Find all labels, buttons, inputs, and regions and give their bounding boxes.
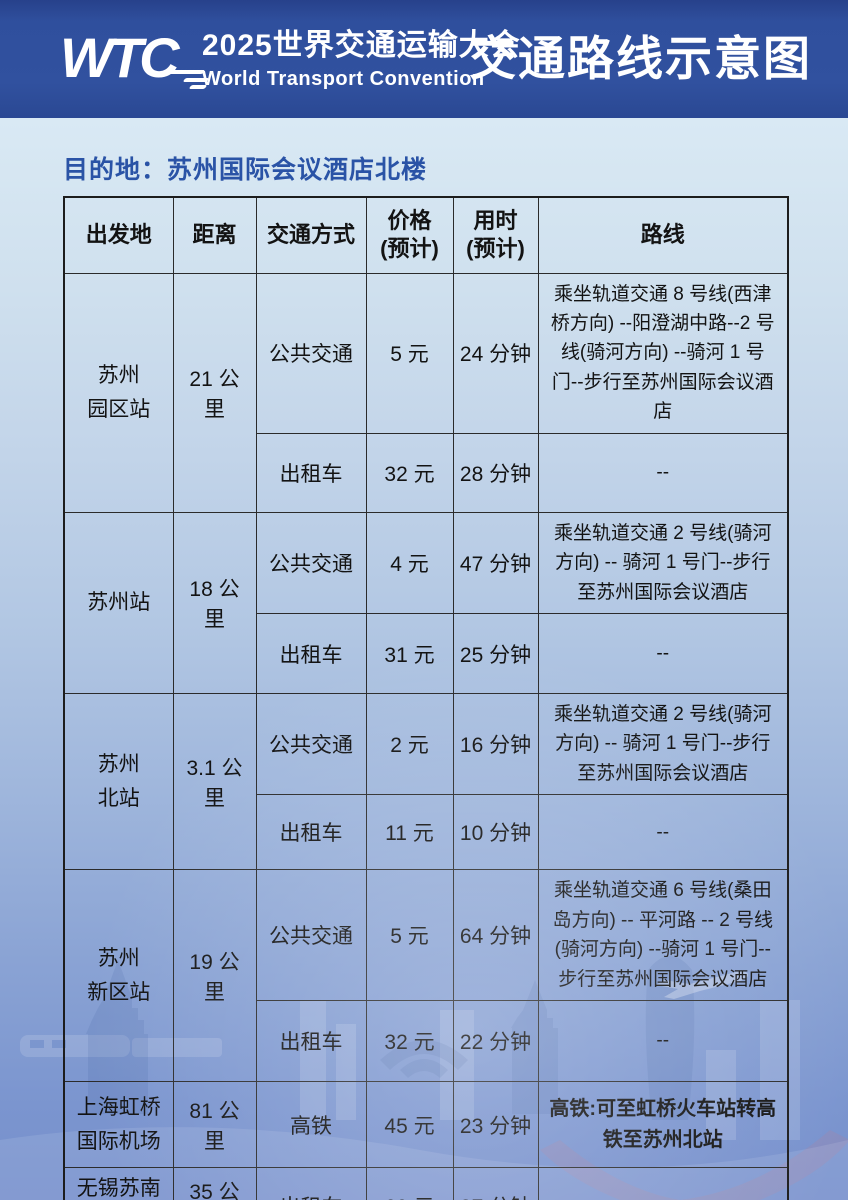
price-cell: 32 元 (365, 1000, 454, 1083)
table-row: 苏州 新区站 19 公里 公共交通 5 元 64 分钟 乘坐轨道交通 6 号线(… (63, 869, 789, 1083)
transport-route-table: 出发地 距离 交通方式 价格 (预计) 用时 (预计) 路线 苏州 园区站 21… (63, 196, 789, 1200)
table-row: 苏州 园区站 21 公里 公共交通 5 元 24 分钟 乘坐轨道交通 8 号线(… (63, 272, 789, 513)
distance-cell: 3.1 公里 (172, 692, 257, 871)
time-cell: 16 分钟 (452, 692, 539, 796)
distance-cell: 35 公里 (172, 1167, 257, 1200)
time-cell: 28 分钟 (452, 432, 539, 513)
price-cell: 4 元 (365, 511, 454, 615)
route-cell: 乘坐轨道交通 2 号线(骑河方向) -- 骑河 1 号门--步行至苏州国际会议酒… (537, 692, 789, 796)
station-cell: 苏州 新区站 (63, 869, 174, 1083)
destination-label: 目的地：苏州国际会议酒店北楼 (63, 156, 428, 184)
station-cell: 无锡苏南 硕放机场 (63, 1167, 174, 1200)
route-cell: -- (537, 432, 789, 513)
col-header-route: 路线 (537, 196, 789, 274)
method-cell: 公共交通 (255, 511, 367, 615)
table-row: 出租车 11 元 10 分钟 -- (64, 794, 789, 871)
route-cell: 乘坐轨道交通 8 号线(西津桥方向) --阳澄湖中路--2 号线(骑河方向) -… (537, 272, 789, 434)
convention-title-chinese: 2025世界交通运输大会 (202, 29, 521, 62)
price-cell: 31 元 (365, 613, 454, 694)
col-header-price: 价格 (预计) (365, 196, 454, 274)
method-cell: 公共交通 (255, 869, 367, 1002)
route-cell: 高铁:可至虹桥火车站转高铁至苏州北站 (537, 1081, 789, 1169)
logo-swoosh-line (168, 70, 206, 74)
method-cell: 高铁 (255, 1081, 367, 1169)
method-cell: 出租车 (255, 794, 367, 871)
price-cell: 11 元 (365, 794, 454, 871)
route-cell: -- (537, 613, 789, 694)
wtc-logo: WTC (60, 26, 210, 92)
convention-title-block: 2025世界交通运输大会 World Transport Convention (202, 28, 521, 92)
time-cell: 64 分钟 (452, 869, 539, 1002)
convention-title-english: World Transport Convention (202, 68, 485, 90)
time-cell: 47 分钟 (452, 511, 539, 615)
time-cell: 10 分钟 (452, 794, 539, 871)
table-row: 苏州站 18 公里 公共交通 4 元 47 分钟 乘坐轨道交通 2 号线(骑河方… (63, 511, 789, 695)
header-bar: WTC 2025世界交通运输大会 World Transport Convent… (0, 0, 848, 118)
station-cell: 苏州站 (63, 511, 174, 695)
route-cell: 乘坐轨道交通 2 号线(骑河方向) -- 骑河 1 号门--步行至苏州国际会议酒… (537, 511, 789, 615)
table-row: 无锡苏南 硕放机场 35 公里 出租车 60 元 37 分钟 -- (63, 1167, 789, 1200)
price-cell: 5 元 (365, 272, 454, 434)
table-row: 出租车 32 元 28 分钟 -- (64, 432, 789, 513)
col-header-time: 用时 (预计) (452, 196, 539, 274)
col-header-distance: 距离 (172, 196, 257, 274)
station-cell: 苏州 北站 (63, 692, 174, 871)
table-row: 出租车 31 元 25 分钟 -- (64, 613, 789, 694)
method-cell: 出租车 (255, 1000, 367, 1083)
method-cell: 公共交通 (255, 272, 367, 434)
distance-cell: 81 公里 (172, 1081, 257, 1169)
price-cell: 2 元 (365, 692, 454, 796)
distance-cell: 21 公里 (172, 272, 257, 513)
route-cell: -- (537, 1167, 789, 1200)
price-cell: 45 元 (365, 1081, 454, 1169)
method-cell: 出租车 (255, 432, 367, 513)
method-cell: 出租车 (255, 613, 367, 694)
distance-cell: 19 公里 (172, 869, 257, 1083)
col-header-method: 交通方式 (255, 196, 367, 274)
price-cell: 60 元 (365, 1167, 454, 1200)
time-cell: 25 分钟 (452, 613, 539, 694)
col-header-departure: 出发地 (63, 196, 174, 274)
route-cell: -- (537, 1000, 789, 1083)
time-cell: 37 分钟 (452, 1167, 539, 1200)
time-cell: 23 分钟 (452, 1081, 539, 1169)
station-cell: 上海虹桥 国际机场 (63, 1081, 174, 1169)
station-cell: 苏州 园区站 (63, 272, 174, 513)
table-row: 苏州 北站 3.1 公里 公共交通 2 元 16 分钟 乘坐轨道交通 2 号线(… (63, 692, 789, 871)
price-cell: 32 元 (365, 432, 454, 513)
table-header-row: 出发地 距离 交通方式 价格 (预计) 用时 (预计) 路线 (63, 196, 789, 274)
method-cell: 公共交通 (255, 692, 367, 796)
method-cell: 出租车 (255, 1167, 367, 1200)
route-cell: 乘坐轨道交通 6 号线(桑田岛方向) -- 平河路 -- 2 号线(骑河方向) … (537, 869, 789, 1002)
time-cell: 22 分钟 (452, 1000, 539, 1083)
route-cell: -- (537, 794, 789, 871)
distance-cell: 18 公里 (172, 511, 257, 695)
price-cell: 5 元 (365, 869, 454, 1002)
page-title: 交通路线示意图 (469, 32, 812, 85)
time-cell: 24 分钟 (452, 272, 539, 434)
table-row: 上海虹桥 国际机场 81 公里 高铁 45 元 23 分钟 高铁:可至虹桥火车站… (63, 1081, 789, 1169)
wtc-logo-text: WTC (60, 26, 179, 89)
